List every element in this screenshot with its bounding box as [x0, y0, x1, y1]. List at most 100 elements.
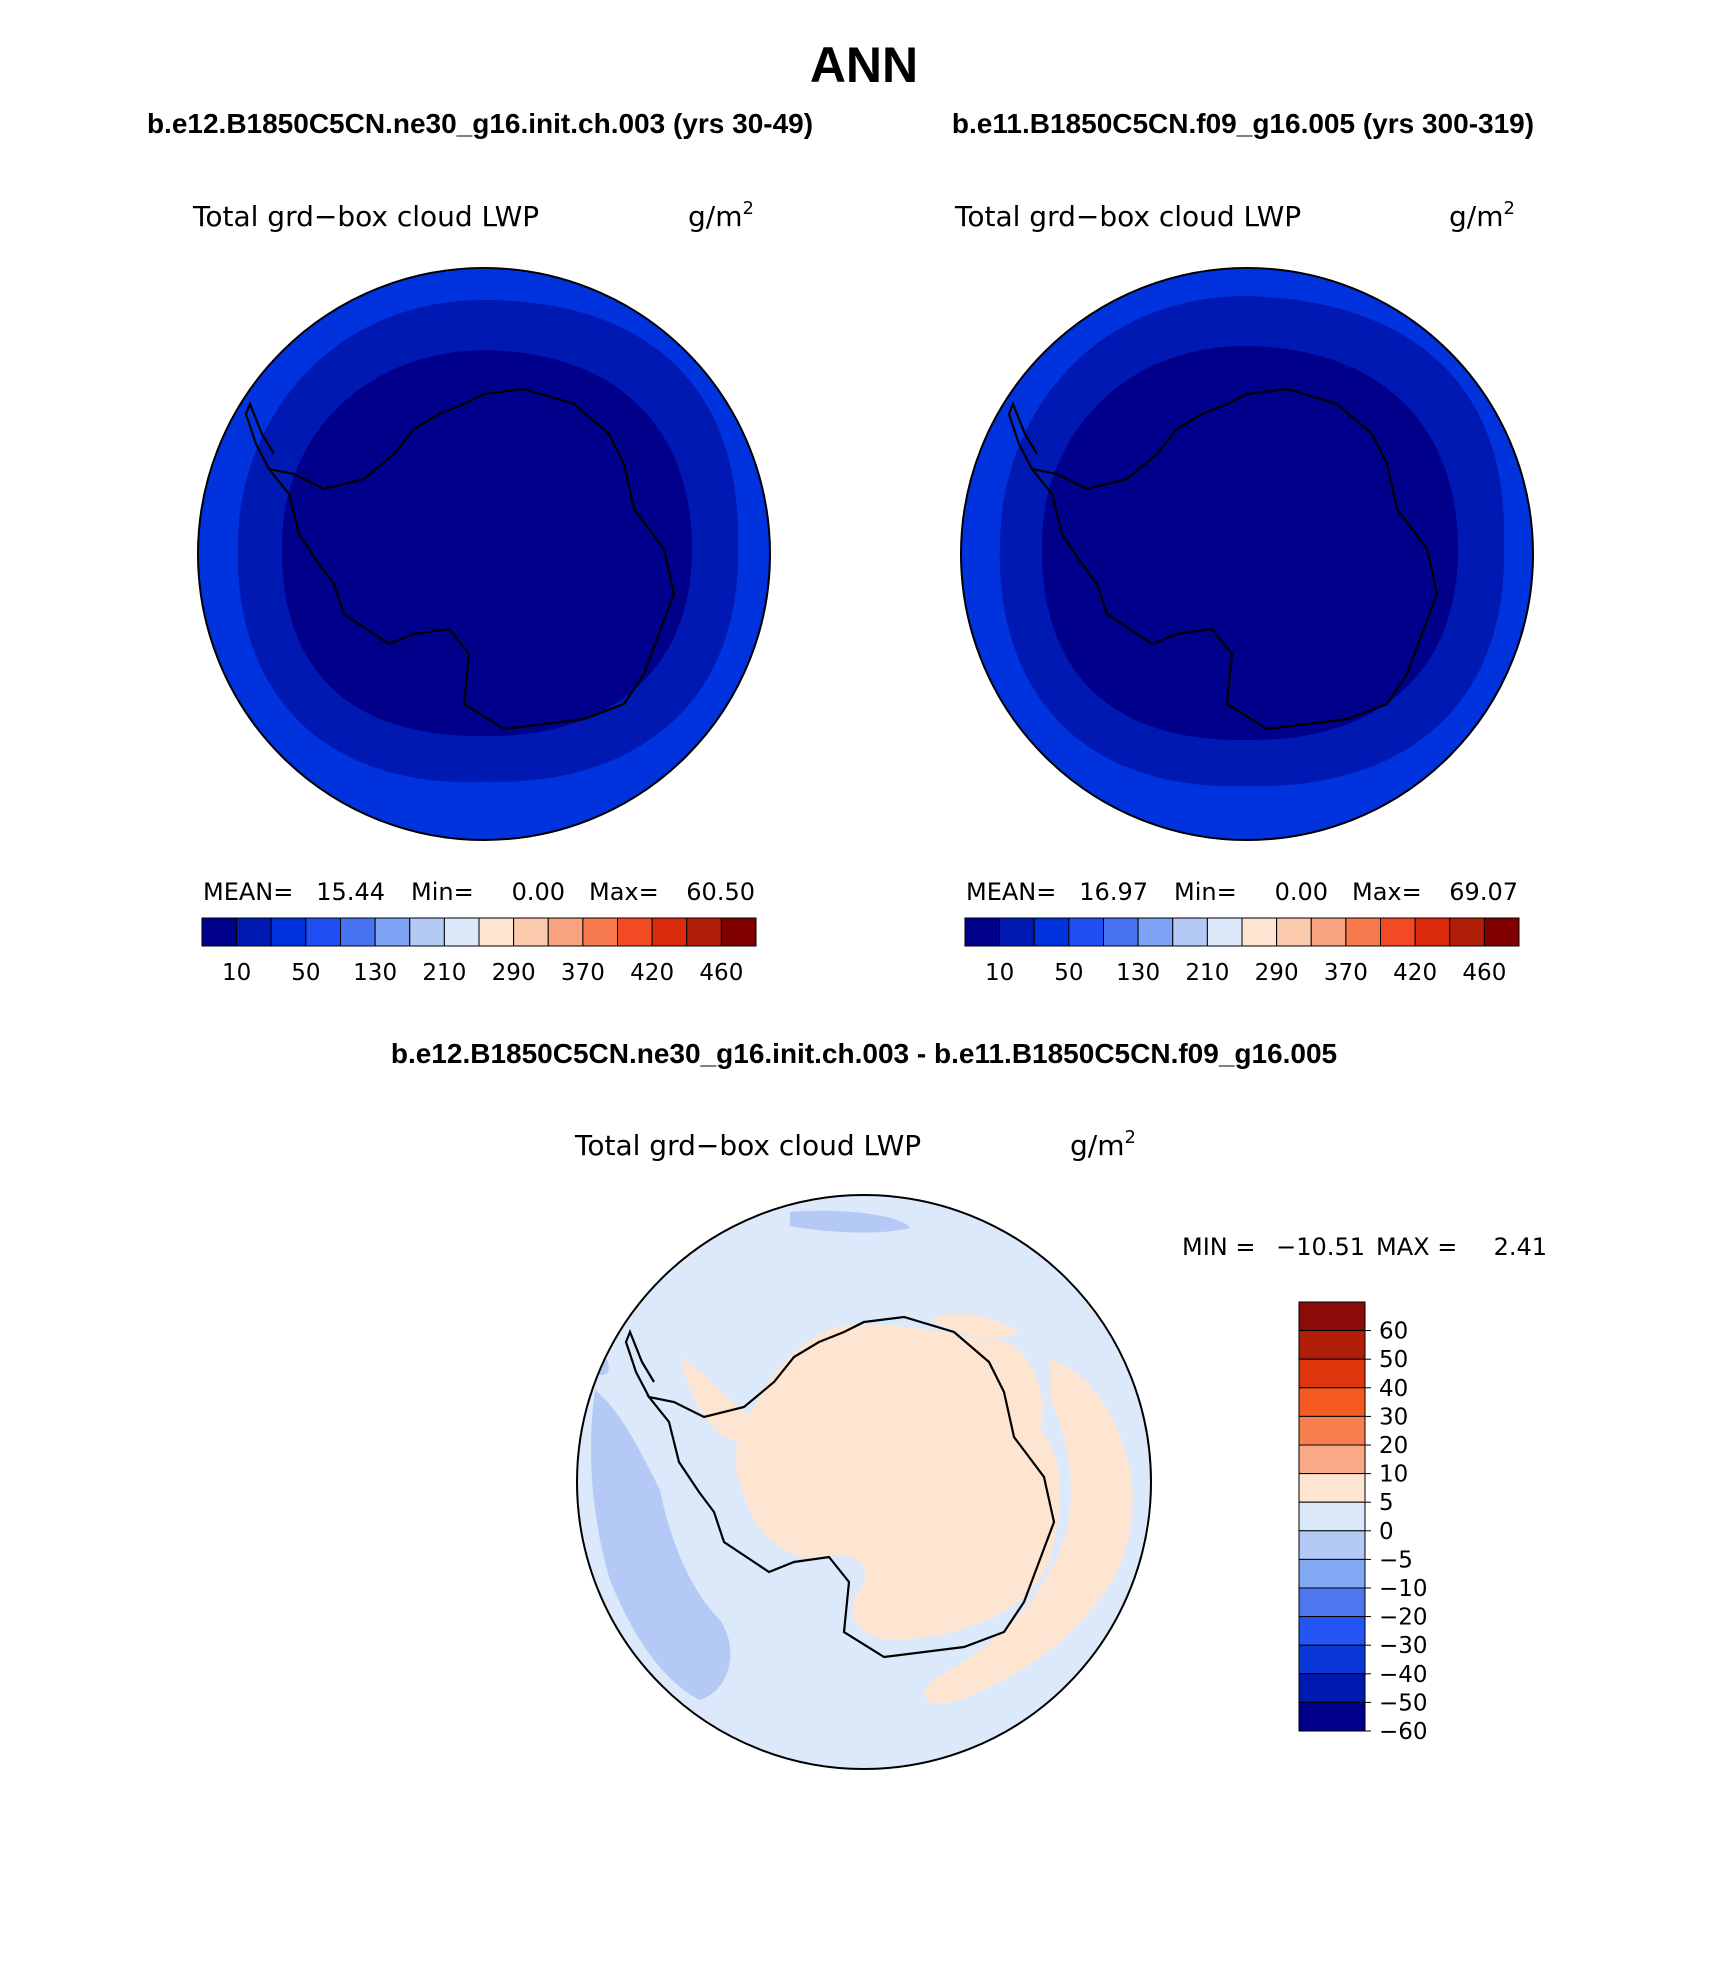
left-colorbar-label: 420 — [630, 960, 674, 986]
right-polar-map — [961, 268, 1533, 840]
diff-colorbar-box — [1298, 1673, 1366, 1703]
right-colorbar — [964, 917, 1520, 947]
right-colorbar-label: 10 — [985, 960, 1014, 986]
diff-colorbar-label: 5 — [1379, 1490, 1394, 1516]
left-colorbar-label: 460 — [699, 960, 743, 986]
diff-colorbar-label: 30 — [1379, 1404, 1408, 1430]
right-colorbar-box — [1103, 917, 1139, 947]
diff-colorbar-label: −20 — [1379, 1605, 1428, 1631]
right-colorbar-box — [1483, 917, 1520, 947]
left-colorbar-label: 130 — [353, 960, 397, 986]
diff-min-value: −10.51 — [1276, 1233, 1365, 1261]
diff-colorbar-box — [1298, 1501, 1366, 1532]
right-colorbar-label: 290 — [1255, 960, 1299, 986]
left-colorbar-label: 210 — [422, 960, 466, 986]
right-variable-label: Total grd−box cloud LWP — [954, 200, 1301, 233]
left-colorbar-box — [236, 917, 272, 947]
left-colorbar-box — [340, 917, 376, 947]
right-map-border — [960, 267, 1534, 841]
diff-polar-map — [577, 1195, 1151, 1769]
right-panel: Total grd−box cloud LWP g/m2 MEAN= 16.97… — [954, 198, 1534, 986]
diff-colorbar-label: −40 — [1379, 1662, 1428, 1688]
left-units-power: 2 — [742, 198, 753, 219]
diff-colorbar-label: −10 — [1379, 1576, 1428, 1602]
diff-units-text: g/m — [1070, 1129, 1124, 1162]
diff-colorbar-box — [1298, 1444, 1366, 1475]
right-colorbar-label: 420 — [1393, 960, 1437, 986]
left-colorbar-box — [270, 917, 307, 947]
right-colorbar-label: 460 — [1462, 960, 1506, 986]
diff-colorbar-box — [1298, 1701, 1366, 1732]
right-colorbar-box — [1310, 917, 1347, 947]
right-colorbar-box — [1449, 917, 1485, 947]
left-variable-label: Total grd−box cloud LWP — [192, 200, 539, 233]
right-units-power: 2 — [1503, 198, 1514, 219]
diff-colorbar-label: 60 — [1379, 1319, 1408, 1345]
right-colorbar-box — [1137, 917, 1174, 947]
right-min-value: 0.00 — [1275, 878, 1328, 906]
left-colorbar-box — [617, 917, 653, 947]
left-colorbar-labels: 10 50 130 210 290 370 420 460 — [222, 960, 743, 986]
right-stats: MEAN= 16.97 Min= 0.00 Max= 69.07 — [966, 878, 1518, 906]
diff-colorbar-box — [1298, 1644, 1366, 1675]
diff-colorbar-box — [1298, 1530, 1366, 1560]
diff-colorbar-label: 10 — [1379, 1462, 1408, 1488]
left-colorbar-label: 290 — [492, 960, 536, 986]
right-max-value: 69.07 — [1449, 878, 1518, 906]
right-mean-value: 16.97 — [1079, 878, 1148, 906]
right-colorbar-labels: 10 50 130 210 290 370 420 460 — [985, 960, 1506, 986]
right-colorbar-label: 50 — [1054, 960, 1083, 986]
diff-variable-label: Total grd−box cloud LWP — [574, 1129, 921, 1162]
diff-max-value: 2.41 — [1494, 1233, 1547, 1261]
right-mean-label: MEAN= — [966, 878, 1056, 906]
right-colorbar-label: 130 — [1116, 960, 1160, 986]
left-colorbar-box — [374, 917, 411, 947]
left-colorbar-box — [201, 917, 238, 947]
right-colorbar-box — [1033, 917, 1070, 947]
main-title: ANN — [810, 37, 918, 93]
left-min-value: 0.00 — [512, 878, 565, 906]
left-polar-map — [198, 268, 770, 840]
left-colorbar-box — [547, 917, 584, 947]
diff-units-label: g/m2 — [1070, 1127, 1136, 1162]
diff-max-label: MAX = — [1376, 1233, 1457, 1261]
right-colorbar-box — [1276, 917, 1312, 947]
right-case-title: b.e11.B1850C5CN.f09_g16.005 (yrs 300-319… — [952, 108, 1534, 139]
right-colorbar-box — [1241, 917, 1278, 947]
right-colorbar-box — [1206, 917, 1243, 947]
left-units-text: g/m — [688, 200, 742, 233]
diff-colorbar-box — [1298, 1473, 1366, 1503]
left-colorbar-box — [720, 917, 757, 947]
diff-colorbar-label: 20 — [1379, 1433, 1408, 1459]
right-colorbar-box — [1414, 917, 1451, 947]
diff-colorbar-label: −50 — [1379, 1690, 1428, 1716]
left-max-label: Max= — [589, 878, 659, 906]
left-stats: MEAN= 15.44 Min= 0.00 Max= 60.50 — [203, 878, 755, 906]
left-mean-value: 15.44 — [316, 878, 385, 906]
left-colorbar-box — [513, 917, 549, 947]
diff-title: b.e12.B1850C5CN.ne30_g16.init.ch.003 - b… — [391, 1038, 1337, 1069]
diff-colorbar-label: 0 — [1379, 1519, 1394, 1545]
diff-colorbar-box — [1298, 1415, 1366, 1446]
left-colorbar-box — [651, 917, 688, 947]
left-colorbar — [201, 917, 757, 947]
diff-colorbar-label: 50 — [1379, 1347, 1408, 1373]
diff-colorbar-box — [1298, 1358, 1366, 1389]
diff-colorbar-label: 40 — [1379, 1376, 1408, 1402]
left-colorbar-box — [409, 917, 445, 947]
diff-panel: Total grd−box cloud LWP g/m2 MIN = −10.5… — [574, 1127, 1547, 1770]
diff-colorbar-box — [1298, 1301, 1366, 1332]
right-colorbar-box — [999, 917, 1035, 947]
left-colorbar-box — [478, 917, 515, 947]
diff-minmax: MIN = −10.51 MAX = 2.41 — [1182, 1233, 1547, 1261]
right-colorbar-box — [964, 917, 1001, 947]
right-colorbar-box — [1380, 917, 1416, 947]
left-colorbar-label: 370 — [561, 960, 605, 986]
left-colorbar-box — [686, 917, 722, 947]
right-colorbar-box — [1345, 917, 1381, 947]
diff-colorbar-label: −60 — [1379, 1719, 1428, 1745]
right-units-text: g/m — [1449, 200, 1503, 233]
right-colorbar-box — [1068, 917, 1104, 947]
